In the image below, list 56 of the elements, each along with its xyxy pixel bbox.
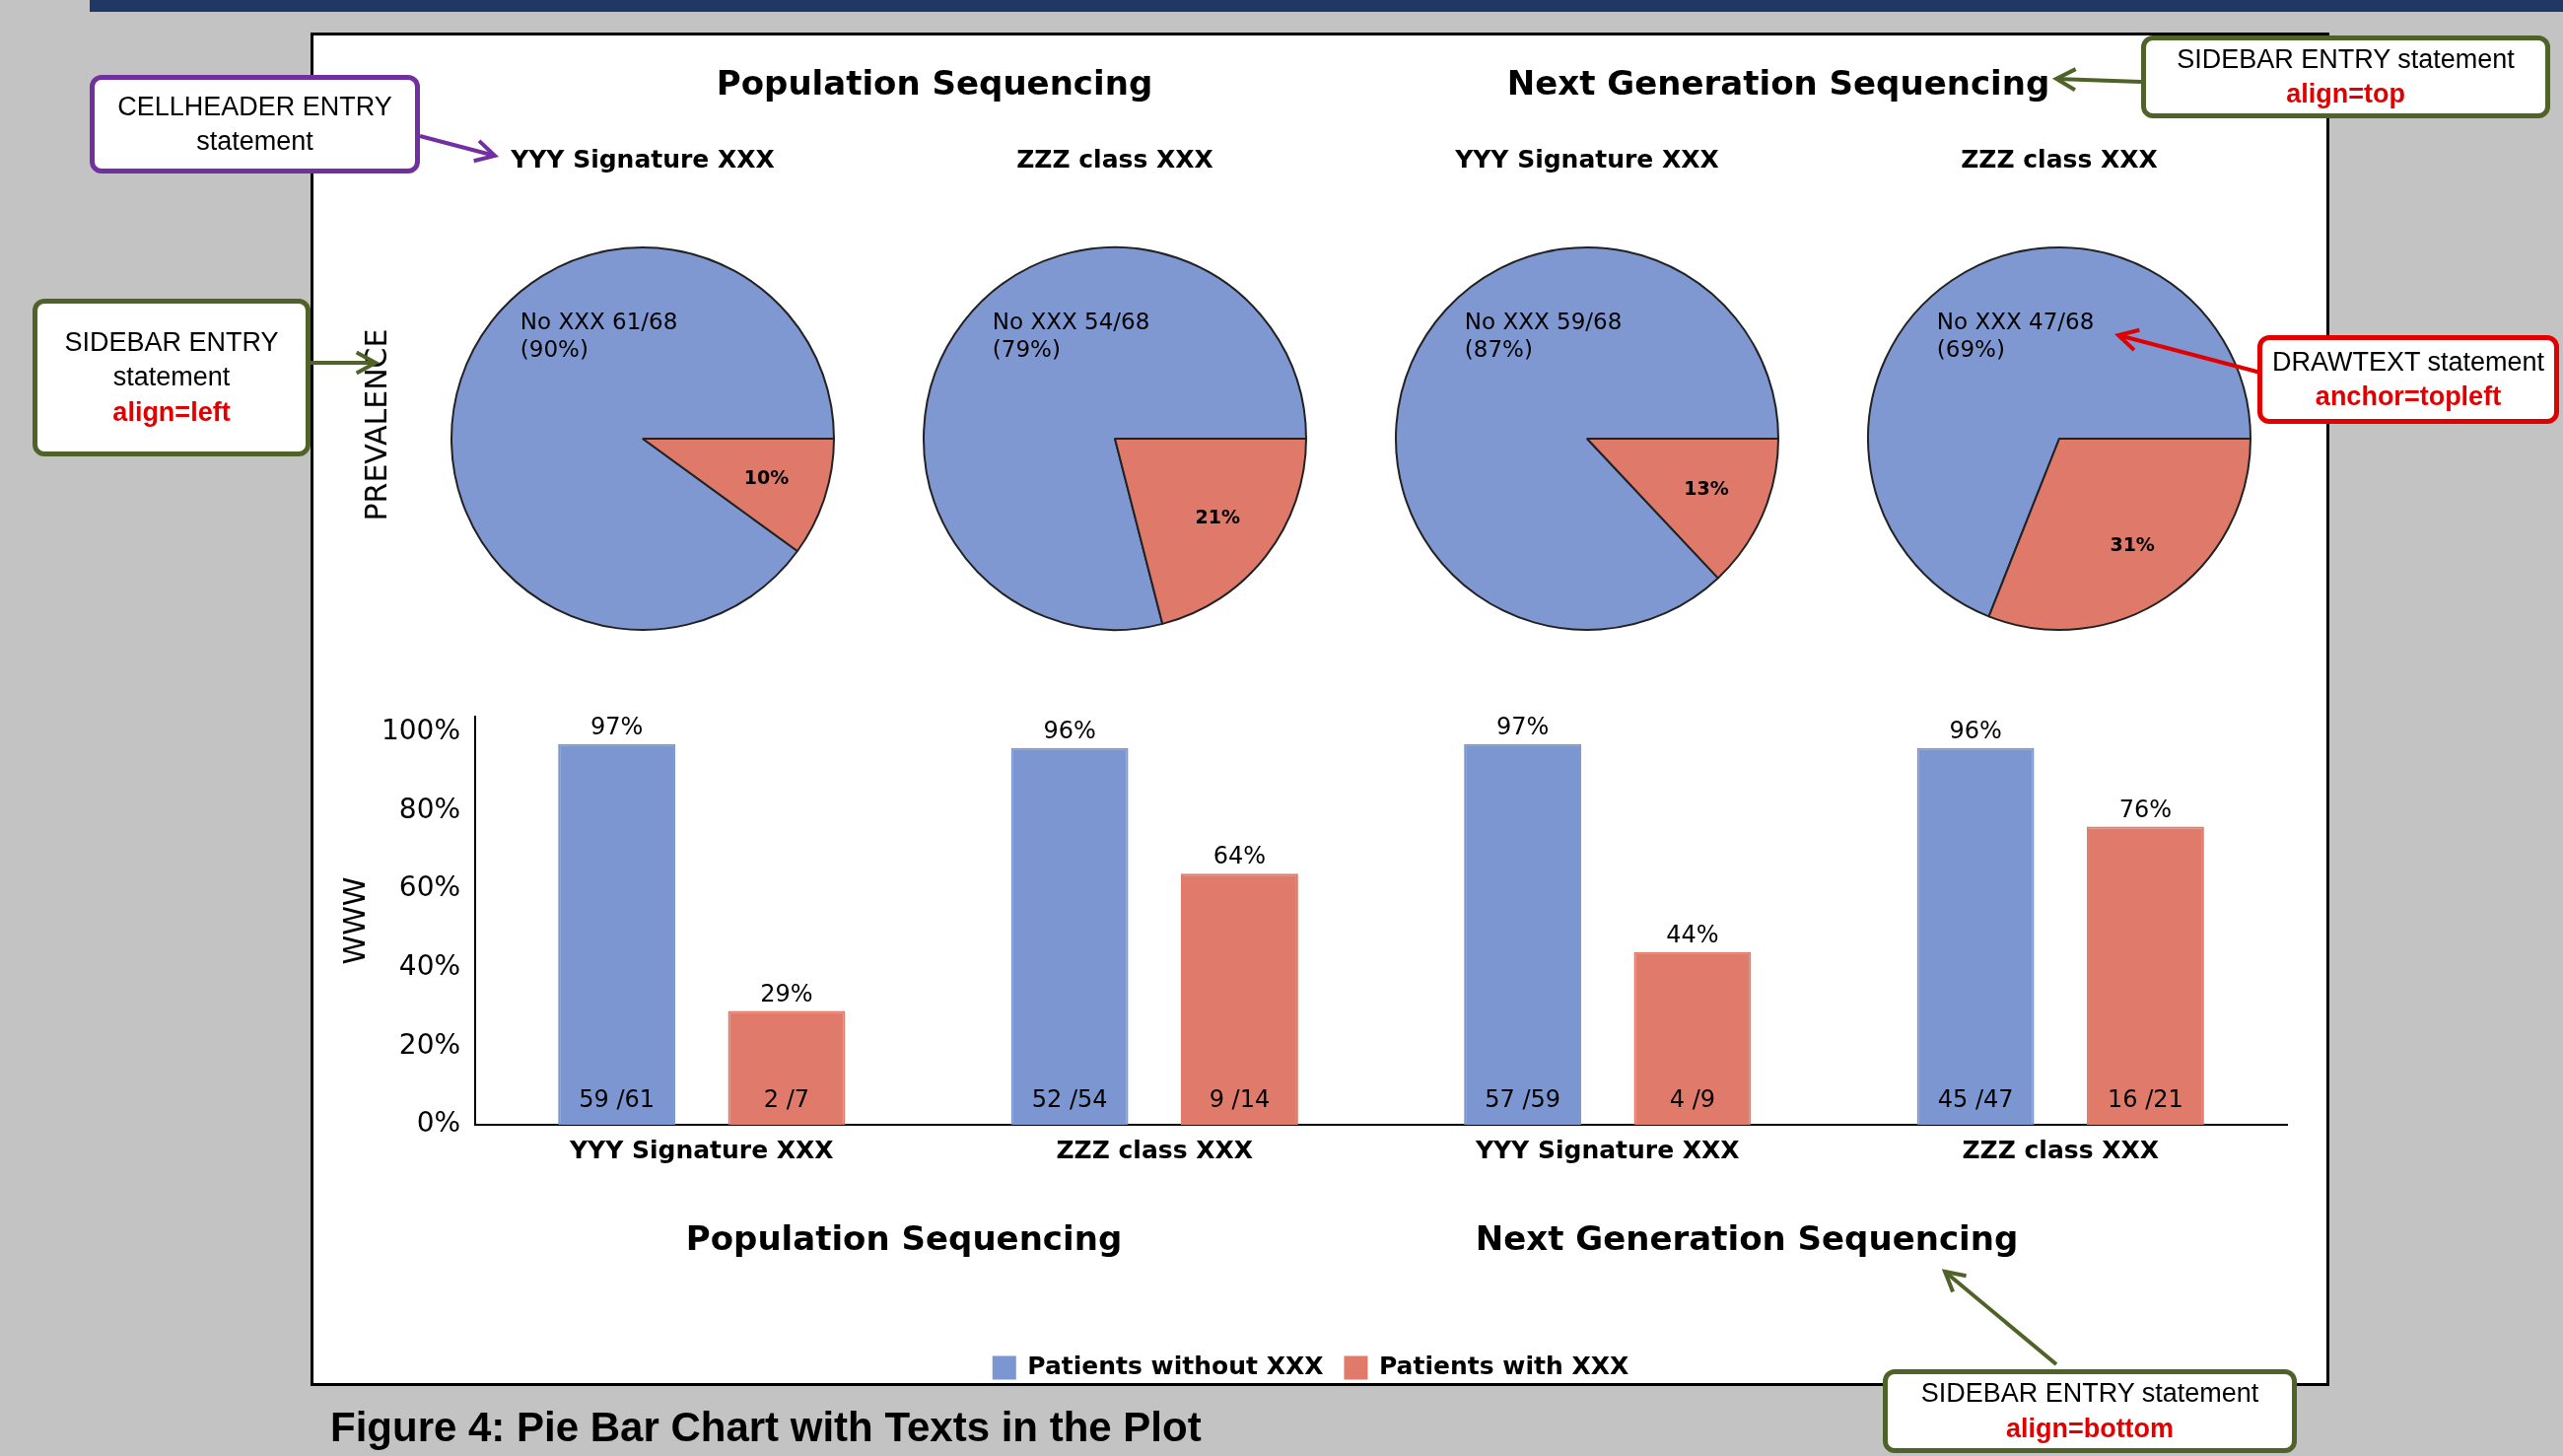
text: Next Generation Sequencing xyxy=(1475,1218,2019,1258)
data-label: 76% xyxy=(2118,795,2173,823)
text: No XXX 61/68 (90%) xyxy=(520,309,678,363)
chart-title: YYY Signature XXX xyxy=(510,144,775,173)
legend-label: Patients without XXX xyxy=(1027,1352,1324,1380)
text: CELLHEADER ENTRY statement xyxy=(116,90,393,158)
text: PREVALENCE xyxy=(358,328,393,521)
x-tick-label: ZZZ class XXX xyxy=(1056,1135,1254,1164)
x-tick-label: YYY Signature XXX xyxy=(568,1135,834,1164)
chart-title: YYY Signature XXX xyxy=(1454,144,1719,173)
annotation: 52 /54 xyxy=(1031,1085,1108,1114)
data-label: 31% xyxy=(2110,533,2155,556)
y-tick-label: 80% xyxy=(398,792,461,825)
text: align=top xyxy=(2286,78,2405,110)
data-label: 10% xyxy=(743,465,790,488)
y-tick-label: 40% xyxy=(398,949,461,983)
data-label: 64% xyxy=(1212,842,1267,870)
chart-title: ZZZ class XXX xyxy=(1961,144,2158,173)
text: No XXX 47/68 (69%) xyxy=(1936,309,2095,363)
text: Figure 4: Pie Bar Chart with Texts in the Plot xyxy=(330,1404,1202,1451)
y-tick-label: 0% xyxy=(416,1106,461,1140)
text: SIDEBAR ENTRY statement xyxy=(2176,42,2516,76)
legend-label: Patients with XXX xyxy=(1378,1352,1629,1380)
data-label: 96% xyxy=(1949,717,2002,745)
data-label: 13% xyxy=(1684,477,1729,500)
text: Population Sequencing xyxy=(685,1218,1123,1258)
data-label: 96% xyxy=(1043,717,1096,745)
annotation: 45 /47 xyxy=(1937,1085,2014,1114)
annotation: 16 /21 xyxy=(2108,1085,2183,1114)
text: anchor=topleft xyxy=(2315,381,2502,413)
data-label: 97% xyxy=(1495,713,1550,741)
annotation: 57 /59 xyxy=(1485,1085,1561,1114)
text: Population Sequencing xyxy=(716,63,1153,103)
x-tick-label: ZZZ class XXX xyxy=(1962,1135,2160,1164)
text: SIDEBAR ENTRY statement xyxy=(1919,1377,2260,1411)
text: SIDEBAR ENTRY statement xyxy=(63,326,280,394)
y-tick-label: 100% xyxy=(381,714,461,747)
y-tick-label: 20% xyxy=(398,1027,461,1061)
annotation: 4 /9 xyxy=(1669,1085,1716,1114)
annotation: 59 /61 xyxy=(579,1085,656,1114)
text: DRAWTEXT statement xyxy=(2270,345,2546,379)
text: No XXX 59/68 (87%) xyxy=(1464,309,1623,363)
text: Next Generation Sequencing xyxy=(1506,63,2050,103)
data-label: 29% xyxy=(760,979,813,1007)
y-tick-label: 60% xyxy=(398,870,461,904)
data-label: 21% xyxy=(1195,505,1240,527)
text: No XXX 54/68 (79%) xyxy=(992,309,1150,363)
x-tick-label: YYY Signature XXX xyxy=(1474,1135,1740,1164)
annotation: 2 /7 xyxy=(763,1085,810,1114)
annotation: 9 /14 xyxy=(1209,1085,1271,1114)
text: align=bottom xyxy=(2005,1412,2175,1445)
y-axis-title: WWW xyxy=(336,876,372,965)
chart-title: ZZZ class XXX xyxy=(1016,144,1213,173)
data-label: 97% xyxy=(589,713,644,741)
data-label: 44% xyxy=(1666,921,1719,949)
text: align=left xyxy=(112,395,231,429)
